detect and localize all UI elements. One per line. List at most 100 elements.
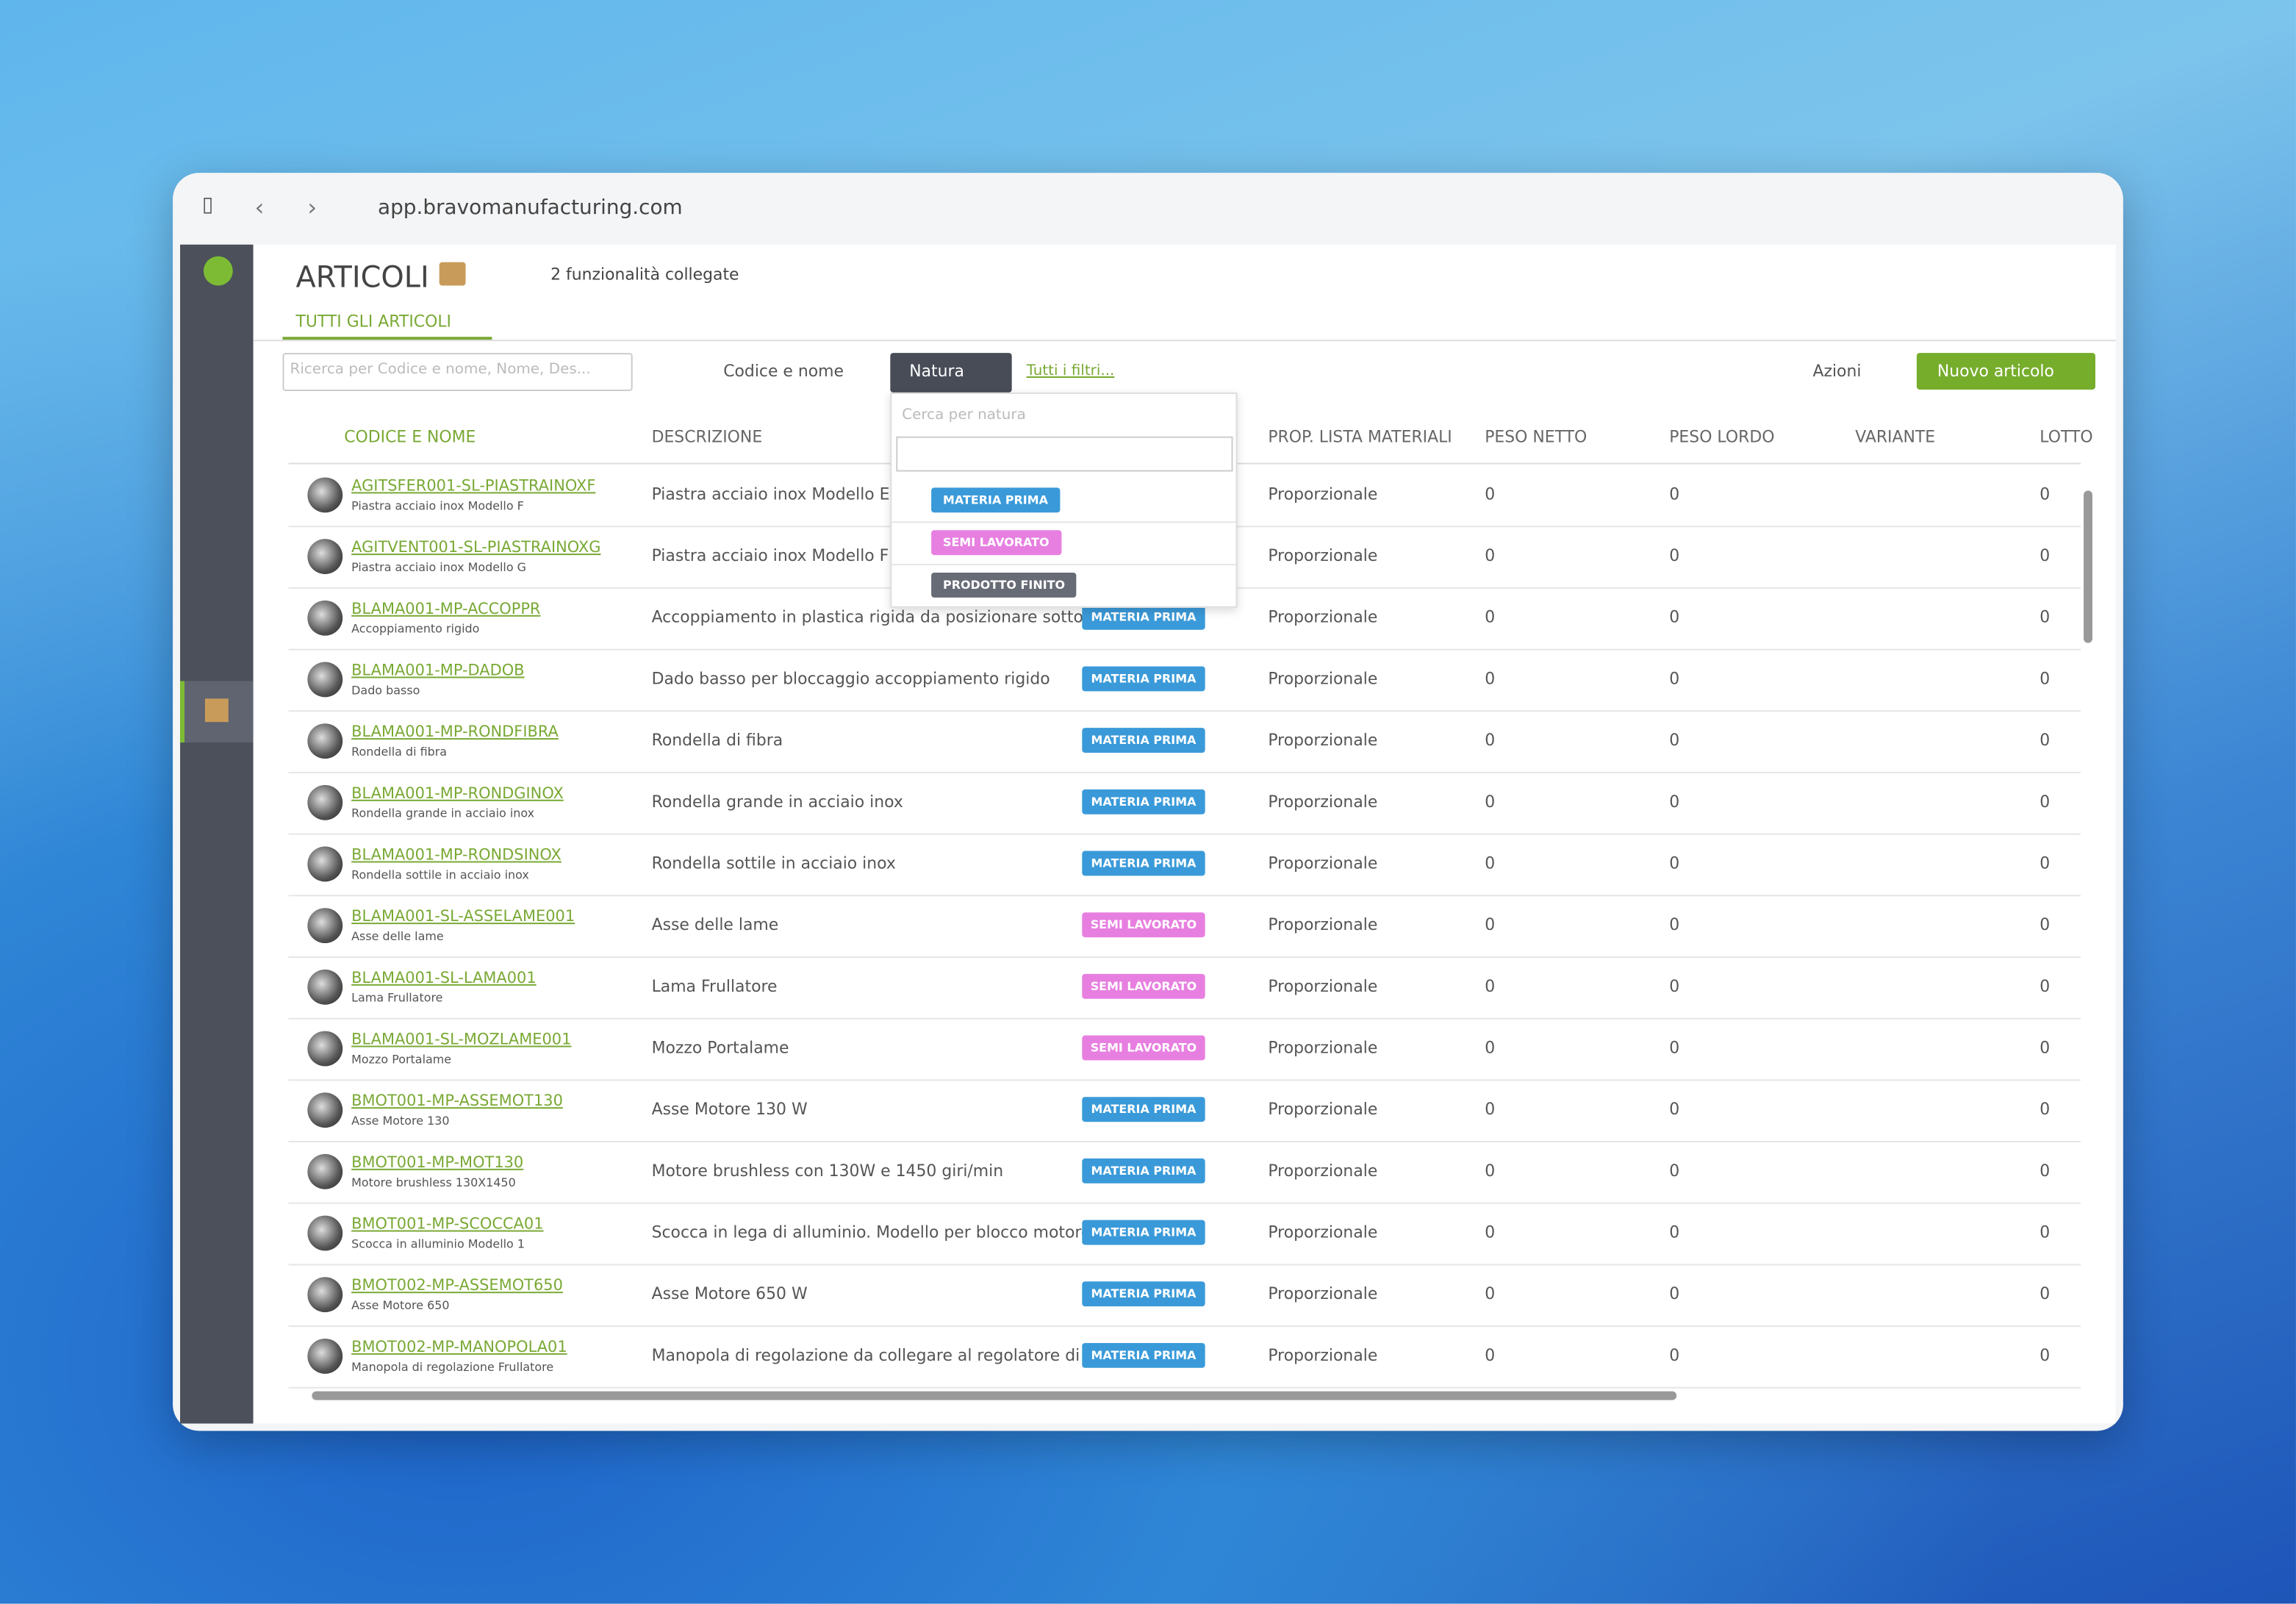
item-code[interactable]: BLAMA001-MP-RONDSINOX — [351, 846, 562, 864]
peso-netto: 0 — [1485, 976, 1496, 996]
thumbnail — [307, 723, 343, 759]
thumbnail — [307, 1092, 343, 1128]
thumbnail — [307, 1215, 343, 1251]
item-code[interactable]: BMOT001-MP-SCOCCA01 — [351, 1215, 544, 1234]
natura-badge: MATERIA PRIMA — [1082, 728, 1205, 753]
peso-netto: 0 — [1485, 731, 1496, 751]
item-code[interactable]: BMOT001-MP-ASSEMOT130 — [351, 1092, 563, 1111]
peso-netto: 0 — [1485, 607, 1496, 627]
divider — [253, 340, 2116, 342]
thumbnail — [307, 539, 343, 574]
item-code[interactable]: BLAMA001-MP-DADOB — [351, 662, 525, 680]
natura-badge: MATERIA PRIMA — [1082, 1281, 1205, 1307]
item-code[interactable]: BLAMA001-MP-RONDFIBRA — [351, 723, 559, 742]
thumbnail — [307, 1277, 343, 1313]
item-code[interactable]: BLAMA001-SL-ASSELAME001 — [351, 908, 575, 926]
table-row[interactable]: BLAMA001-MP-RONDFIBRA Rondella di fibra Ro… — [288, 710, 2081, 773]
description: Asse delle lame — [651, 915, 779, 935]
prop: Proporzionale — [1268, 731, 1378, 751]
description: Rondella sottile in acciaio inox — [651, 853, 896, 873]
back[interactable]: ‹ — [254, 193, 265, 221]
prop: Proporzionale — [1268, 976, 1378, 996]
nav-icon[interactable] — [204, 698, 229, 723]
item-code[interactable]: BLAMA001-SL-MOZLAME001 — [351, 1031, 572, 1049]
column-header[interactable]: CODICE E NOME — [344, 427, 476, 447]
description: Motore brushless con 130W e 1450 giri/mi… — [651, 1161, 1004, 1181]
prop: Proporzionale — [1268, 792, 1378, 812]
tab[interactable]: TUTTI GLI ARTICOLI — [295, 312, 452, 332]
description: Mozzo Portalame — [651, 1038, 789, 1058]
v-scrollbar[interactable] — [2084, 490, 2092, 643]
item-code[interactable]: AGITSFER001-SL-PIASTRAINOXF — [351, 477, 596, 495]
item-code[interactable]: BLAMA001-MP-ACCOPPR — [351, 600, 541, 618]
item-code[interactable]: BMOT002-MP-MANOPOLA01 — [351, 1338, 567, 1356]
item-code[interactable]: BMOT002-MP-ASSEMOT650 — [351, 1277, 563, 1295]
dropdown-search[interactable] — [896, 436, 1233, 472]
table-row[interactable]: BLAMA001-SL-ASSELAME001 Asse delle lame As… — [288, 895, 2081, 958]
table-row[interactable]: BLAMA001-MP-RONDSINOX Rondella sottile in… — [288, 834, 2081, 897]
lotto: 0 — [2040, 976, 2051, 996]
natura-badge: MATERIA PRIMA — [1082, 1220, 1205, 1245]
table-row[interactable]: BMOT002-MP-ASSEMOT650 Asse Motore 650 Asse… — [288, 1264, 2081, 1328]
table-row[interactable]: BLAMA001-MP-DADOB Dado basso Dado basso pe… — [288, 649, 2081, 712]
natura-badge: SEMI LAVORATO — [1082, 912, 1205, 938]
peso-lordo: 0 — [1669, 607, 1680, 627]
peso-netto: 0 — [1485, 1100, 1496, 1120]
sidebar-toggle[interactable]: ▯ — [201, 193, 214, 217]
item-code[interactable]: BMOT001-MP-MOT130 — [351, 1153, 524, 1172]
prop: Proporzionale — [1268, 669, 1378, 689]
item-name: Dado basso — [351, 684, 420, 698]
peso-lordo: 0 — [1669, 484, 1680, 504]
natura-button[interactable] — [890, 353, 1012, 393]
logo[interactable] — [203, 256, 233, 286]
dropdown-option[interactable]: SEMI LAVORATO — [931, 530, 1061, 556]
all-filters[interactable]: Tutti i filtri... — [1026, 363, 1115, 380]
peso-netto: 0 — [1485, 546, 1496, 566]
table-row[interactable]: BMOT001-MP-SCOCCA01 Scocca in alluminio M… — [288, 1203, 2081, 1266]
url[interactable]: app.bravomanufacturing.com — [378, 196, 683, 220]
column-header: VARIANTE — [1855, 427, 1936, 447]
thumbnail — [307, 1338, 343, 1374]
thumbnail — [307, 784, 343, 820]
table-row[interactable]: AGITVENT001-SL-PIASTRAINOXG Piastra accia… — [288, 526, 2081, 589]
item-code[interactable]: BLAMA001-MP-RONDGINOX — [351, 784, 564, 803]
prop: Proporzionale — [1268, 1161, 1378, 1181]
table-row[interactable]: BLAMA001-SL-LAMA001 Lama Frullatore Lama F… — [288, 956, 2081, 1020]
item-name: Asse Motore 130 — [351, 1114, 450, 1128]
prop: Proporzionale — [1268, 1345, 1378, 1365]
natura-badge: SEMI LAVORATO — [1082, 973, 1205, 999]
dropdown-option[interactable]: MATERIA PRIMA — [931, 487, 1060, 513]
table-row[interactable]: BMOT001-MP-ASSEMOT130 Asse Motore 130 Asse… — [288, 1079, 2081, 1142]
table-row[interactable]: BMOT001-MP-MOT130 Motore brushless 130X14… — [288, 1141, 2081, 1204]
peso-lordo: 0 — [1669, 546, 1680, 566]
dropdown-option[interactable]: PRODOTTO FINITO — [931, 572, 1077, 598]
item-name: Asse delle lame — [351, 930, 444, 944]
item-name: Rondella di fibra — [351, 745, 448, 759]
prop: Proporzionale — [1268, 915, 1378, 935]
table-row[interactable]: BLAMA001-SL-MOZLAME001 Mozzo Portalame Moz… — [288, 1018, 2081, 1081]
new-button[interactable] — [1916, 353, 2095, 390]
item-code[interactable]: AGITVENT001-SL-PIASTRAINOXG — [351, 539, 601, 557]
thumbnail — [307, 969, 343, 1005]
search-box[interactable] — [282, 353, 633, 391]
sort-select[interactable]: Codice e nome — [723, 362, 844, 381]
search-placeholder: Ricerca per Codice e nome, Nome, Des... — [290, 362, 591, 379]
item-code[interactable]: BLAMA001-SL-LAMA001 — [351, 969, 537, 987]
peso-netto: 0 — [1485, 1038, 1496, 1058]
thumbnail — [307, 600, 343, 636]
linked-features[interactable]: 2 funzionalità collegate — [550, 265, 739, 284]
prop: Proporzionale — [1268, 607, 1378, 627]
actions[interactable]: Azioni — [1812, 362, 1862, 381]
table-row[interactable]: BMOT002-MP-MANOPOLA01 Manopola di regolaz… — [288, 1325, 2081, 1389]
natura-badge: SEMI LAVORATO — [1082, 1035, 1205, 1061]
table-row[interactable]: BLAMA001-MP-ACCOPPR Accoppiamento rigido A… — [288, 587, 2081, 651]
thumbnail — [307, 1031, 343, 1067]
peso-netto: 0 — [1485, 853, 1496, 873]
option-divider — [892, 564, 1236, 566]
prop: Proporzionale — [1268, 1038, 1378, 1058]
forward[interactable]: › — [307, 193, 318, 221]
table-row[interactable]: BLAMA001-MP-RONDGINOX Rondella grande in … — [288, 772, 2081, 835]
natura-label: Natura — [909, 362, 964, 381]
lotto: 0 — [2040, 915, 2051, 935]
h-scrollbar[interactable] — [312, 1391, 1677, 1400]
